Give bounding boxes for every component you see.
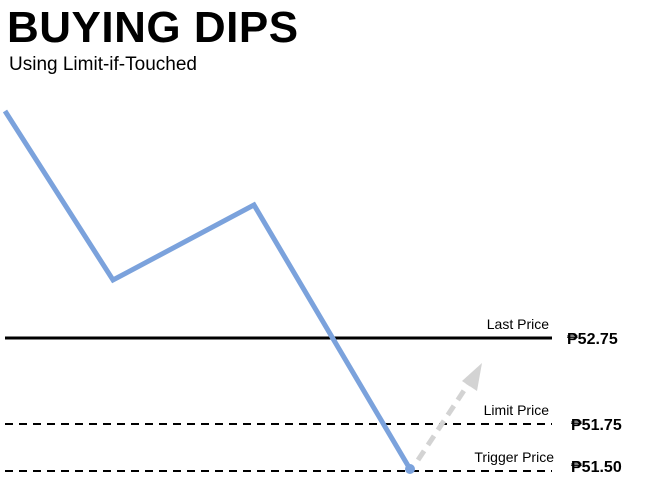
limit-price-label: Limit Price bbox=[484, 402, 550, 418]
last-price-label: Last Price bbox=[487, 316, 549, 332]
diagram-subtitle: Using Limit-if-Touched bbox=[9, 54, 197, 75]
trigger-touch-point bbox=[405, 464, 415, 474]
trigger-price-label: Trigger Price bbox=[474, 449, 554, 465]
rebound-arrow-head bbox=[462, 363, 482, 391]
price-path bbox=[2, 109, 413, 471]
diagram-title: BUYING DIPS bbox=[7, 3, 299, 52]
rebound-arrow-shaft bbox=[415, 381, 472, 462]
trigger-price-value: ₱51.50 bbox=[571, 459, 622, 476]
limit-price-value: ₱51.75 bbox=[571, 417, 622, 434]
last-price-value: ₱52.75 bbox=[567, 331, 618, 348]
